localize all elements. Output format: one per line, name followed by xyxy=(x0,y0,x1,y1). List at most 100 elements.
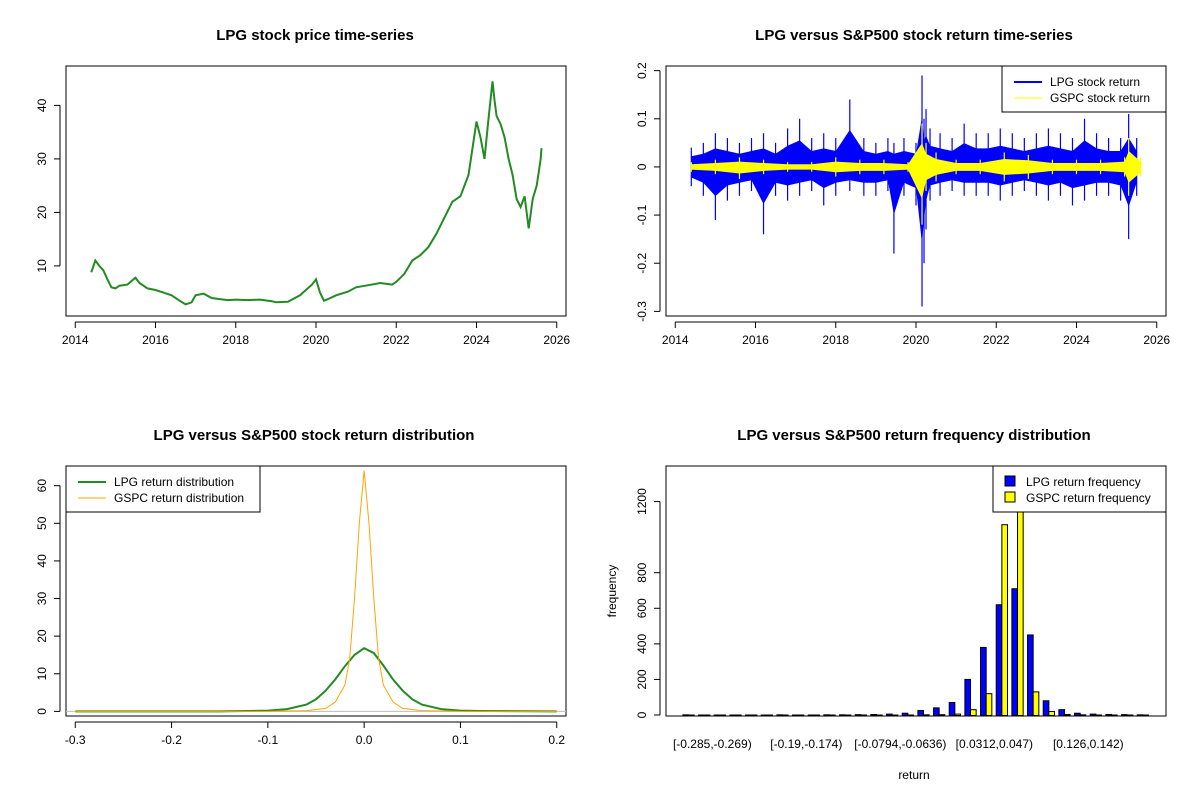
gspc-frequency-bar xyxy=(719,714,726,716)
legend-swatch-gspc xyxy=(1004,491,1016,503)
gspc-frequency-bar xyxy=(923,714,930,717)
y-tick-label: 40 xyxy=(35,98,49,112)
y-tick-label: 10 xyxy=(35,667,49,681)
x-tick-label: -0.1 xyxy=(258,733,279,747)
gspc-frequency-bar xyxy=(938,714,946,717)
lpg-frequency-bar xyxy=(698,714,705,716)
gspc-frequency-bar xyxy=(1032,691,1040,717)
lpg-frequency-bar xyxy=(964,678,972,717)
gspc-frequency-bar xyxy=(797,714,805,716)
y-tick-label: 20 xyxy=(35,629,49,643)
y-tick-label: -0.3 xyxy=(635,301,649,322)
series-lines xyxy=(90,81,543,306)
x-category-label: [-0.285,-0.269) xyxy=(673,737,752,751)
gspc-return-series xyxy=(690,123,1142,225)
legend-label: GSPC return frequency xyxy=(1026,491,1151,505)
gspc-frequency-bar xyxy=(829,714,836,716)
y-tick-label: 0 xyxy=(35,708,49,715)
lpg-frequency-bar xyxy=(1136,714,1144,717)
x-category-label: [0.126,0.142) xyxy=(1053,737,1124,751)
gspc-frequency-bar xyxy=(1126,714,1134,716)
x-category-label: [-0.19,-0.174) xyxy=(770,737,842,751)
legend-label: LPG return distribution xyxy=(114,475,234,489)
legend-box xyxy=(1001,65,1167,113)
y-tick-label: 600 xyxy=(635,598,649,618)
x-tick-label: 2018 xyxy=(822,333,849,347)
x-tick-label: 2016 xyxy=(742,333,769,347)
return-frequency-panel: LPG versus S&P500 return frequency distr… xyxy=(605,427,1167,782)
x-tick-label: 0.1 xyxy=(452,733,469,747)
y-tick-label: 0.2 xyxy=(635,62,649,79)
y-tick-label: 20 xyxy=(35,205,49,219)
x-tick-label: 0.2 xyxy=(548,733,565,747)
gspc-frequency-bar xyxy=(703,714,711,716)
chart-title: LPG versus S&P500 stock return time-seri… xyxy=(755,27,1073,44)
y-tick-label: 50 xyxy=(35,516,49,530)
lpg-frequency-bar xyxy=(1027,634,1034,717)
chart-title: LPG stock price time-series xyxy=(216,27,414,44)
legend-swatch-lpg xyxy=(1004,475,1016,487)
gspc-frequency-bar xyxy=(1111,714,1118,716)
bars xyxy=(682,465,1149,717)
plot-frame xyxy=(665,65,1167,317)
gspc-frequency-bar xyxy=(1095,714,1102,716)
y-tick-label: 0 xyxy=(635,711,649,718)
lpg-frequency-bar xyxy=(1058,709,1066,717)
plot-frame xyxy=(65,465,567,717)
axes: 2014 2016 2018 2020 2022 2024 2026 -0.3 -0.2 -0.1… xyxy=(635,62,1170,347)
lpg-frequency-bar xyxy=(917,710,925,717)
lpg-frequency-bar xyxy=(1011,588,1019,717)
x-tick-label: 2026 xyxy=(543,333,570,347)
x-tick-label: 2024 xyxy=(1063,333,1090,347)
lpg-frequency-bar xyxy=(980,646,987,717)
y-tick-label: 40 xyxy=(35,554,49,568)
x-tick-label: -0.3 xyxy=(65,733,86,747)
lpg-frequency-bar xyxy=(995,604,1003,717)
lpg-frequency-bar xyxy=(729,714,737,716)
gspc-frequency-bar xyxy=(970,709,977,717)
legend-label: LPG return frequency xyxy=(1026,475,1141,489)
x-tick-label: 0.0 xyxy=(356,733,373,747)
y-tick-label: 400 xyxy=(635,634,649,654)
x-category-label: [-0.0794,-0.0636) xyxy=(854,737,946,751)
lpg-frequency-bar xyxy=(792,714,799,716)
axes: -0.3 -0.2 -0.1 0.0 0.1 0.2 0 10 20 30 40 50 60 xyxy=(35,479,565,747)
y-tick-label: 30 xyxy=(35,152,49,166)
gspc-frequency-bar xyxy=(860,714,867,716)
legend: LPG return distribution GSPC return dist… xyxy=(65,465,261,513)
gspc-frequency-bar xyxy=(985,693,993,717)
gspc-frequency-bar xyxy=(1142,714,1149,716)
gspc-frequency-bar xyxy=(1079,714,1087,717)
legend-label: GSPC stock return xyxy=(1050,91,1150,105)
lpg-frequency-bar xyxy=(886,713,893,717)
y-tick-label: 30 xyxy=(35,592,49,606)
legend-label: LPG stock return xyxy=(1050,75,1140,89)
lpg-frequency-bar xyxy=(682,714,690,717)
series-lines xyxy=(690,75,1142,307)
lpg-density-line xyxy=(75,647,557,713)
legend: LPG stock return GSPC stock return xyxy=(1001,65,1167,113)
gspc-frequency-bar xyxy=(1064,713,1071,717)
x-tick-label: 2018 xyxy=(222,333,249,347)
y-tick-label: -0.2 xyxy=(635,253,649,274)
x-axis-label: return xyxy=(898,768,929,782)
y-axis-label: frequency xyxy=(605,565,619,618)
gspc-frequency-bar xyxy=(782,714,789,716)
axes: 0 200 400 600 800 1200 [-0.285,-0.269) [-0.19,-… xyxy=(635,488,1124,751)
gspc-frequency-bar xyxy=(766,714,773,716)
return-band xyxy=(691,143,1141,199)
axes: 2014 2016 2018 2020 2022 2024 2026 10 20 30 40 xyxy=(35,98,570,347)
lpg-frequency-bar xyxy=(823,714,831,717)
lpg-frequency-bar xyxy=(1074,712,1081,717)
gspc-frequency-bar xyxy=(954,713,961,717)
x-tick-label: 2020 xyxy=(303,333,330,347)
x-tick-label: -0.2 xyxy=(161,733,182,747)
legend-box xyxy=(65,465,261,513)
x-tick-label: 2014 xyxy=(662,333,689,347)
gspc-frequency-bar xyxy=(876,714,883,716)
gspc-frequency-bar xyxy=(750,714,758,716)
lpg-frequency-bar xyxy=(933,707,940,717)
chart-title: LPG versus S&P500 return frequency distr… xyxy=(737,427,1090,444)
legend-box xyxy=(992,465,1167,513)
